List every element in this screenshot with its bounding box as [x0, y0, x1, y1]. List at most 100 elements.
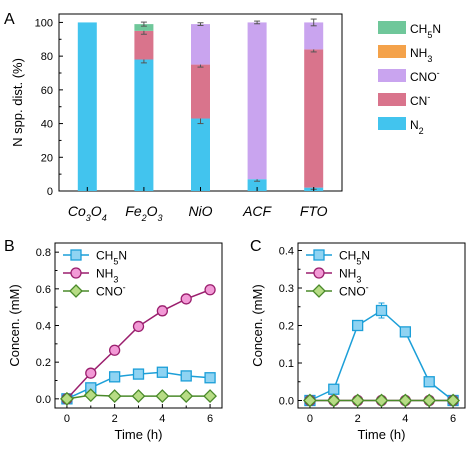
x-axis-label: Time (h): [358, 427, 406, 442]
y-tick-label-a: 20: [41, 152, 53, 164]
bar-segment-a: [247, 179, 267, 191]
bar-segment-a: [304, 49, 324, 188]
bar-segment-a: [134, 59, 154, 192]
legend-label: NH3: [339, 267, 361, 285]
data-point: [108, 371, 121, 383]
data-point: [423, 376, 435, 388]
bar-segment-a: [247, 22, 267, 180]
legend-label: CH5N: [339, 249, 370, 267]
data-point: [446, 393, 460, 408]
x-tick-label: 4: [159, 413, 165, 425]
data-point: [179, 389, 194, 404]
data-point: [85, 367, 97, 379]
legend-label-a: N2: [410, 118, 424, 136]
data-point: [374, 393, 389, 408]
y-tick-label-a: 100: [35, 17, 53, 29]
data-point: [107, 389, 122, 404]
data-point: [132, 368, 145, 380]
data-point: [180, 370, 192, 382]
data-point: [83, 388, 98, 403]
y-tick-label: 0.4: [36, 321, 51, 333]
legend-swatch-a: [378, 45, 406, 58]
data-point: [108, 344, 121, 356]
x-tick-label: 6: [450, 413, 456, 425]
panel-letter-c: C: [250, 238, 262, 255]
data-point: [399, 326, 412, 338]
bar-segment-a: [77, 22, 97, 191]
data-point: [350, 393, 365, 408]
x-tick-label: 0: [64, 413, 70, 425]
panel-letter-a: A: [4, 11, 15, 28]
chart-c-group: 0 2 4 6 0.0 0.1 0.2 0.3 0.4 Time (h) Concen. (mM) C…: [250, 242, 466, 442]
data-point: [156, 366, 169, 378]
data-point: [204, 284, 216, 296]
x-tick-label: 6: [207, 413, 213, 425]
y-tick-label: 0.4: [279, 246, 294, 258]
y-tick-label: 0.1: [279, 358, 294, 370]
legend-label: CH5N: [96, 249, 127, 267]
y-tick-label: 0.2: [279, 321, 294, 333]
y-axis-label-a: N spp. dist. (%): [10, 58, 25, 147]
data-point: [375, 304, 388, 317]
category-label-a: ACF: [242, 203, 272, 219]
category-label-a: NiO: [188, 203, 212, 219]
data-point: [326, 393, 341, 408]
data-point: [398, 393, 413, 408]
bar-segment-a: [191, 118, 210, 191]
y-tick-label: 0.3: [279, 283, 294, 295]
legend-label-a: CN-: [410, 92, 430, 108]
panel-letter-b: B: [4, 238, 15, 255]
y-tick-label-a: 40: [41, 119, 53, 131]
chart-a-group: Co3O4 Fe2O3 NiO ACF FTO 0 20 40 60 80 100 N spp. di…: [10, 13, 441, 223]
bar-segment-a: [191, 24, 210, 65]
category-label-a: Fe2O3: [125, 203, 162, 223]
legend-swatch-a: [378, 117, 406, 130]
y-tick-label: 0.8: [36, 247, 51, 259]
bar-segment-a: [304, 22, 324, 50]
y-axis-label: Concen. (mM): [7, 284, 22, 366]
data-point: [180, 293, 192, 305]
data-point: [328, 383, 340, 395]
plot-frame: [297, 242, 466, 409]
legend-label: NH3: [96, 267, 118, 285]
x-tick-label: 4: [402, 413, 408, 425]
x-tick-label: 2: [112, 413, 118, 425]
data-point: [203, 389, 217, 404]
bar-segment-a: [134, 24, 154, 31]
x-tick-label: 0: [307, 413, 313, 425]
legend-label-a: NH3: [410, 46, 432, 64]
data-point: [156, 305, 169, 317]
legend-marker: [312, 284, 326, 298]
legend-marker: [69, 284, 83, 298]
legend-label: CNO-: [96, 283, 126, 299]
data-point: [351, 319, 364, 332]
data-point: [204, 372, 216, 384]
legend-marker: [70, 249, 82, 261]
legend-marker: [313, 267, 325, 279]
y-tick-label-a: 80: [41, 51, 53, 63]
data-point: [422, 393, 437, 408]
data-point: [303, 393, 317, 408]
y-tick-label-a: 60: [41, 85, 53, 97]
x-axis-label: Time (h): [115, 427, 163, 442]
y-tick-label-a: 0: [47, 186, 53, 198]
x-tick-label: 2: [355, 413, 361, 425]
legend-swatch-a: [378, 21, 406, 34]
y-axis-label: Concen. (mM): [250, 284, 265, 366]
bar-segment-a: [134, 30, 154, 60]
legend-marker: [70, 267, 82, 279]
legend-label-a: CH5N: [410, 22, 441, 40]
y-tick-label: 0.0: [279, 396, 294, 408]
data-point: [131, 389, 146, 404]
y-tick-label: 0.6: [36, 284, 51, 296]
category-label-a: Co3O4: [68, 203, 107, 223]
legend-swatch-a: [378, 69, 406, 82]
data-point: [155, 389, 170, 404]
legend-label-a: CNO-: [410, 68, 440, 84]
category-label-a: FTO: [300, 203, 328, 219]
bar-segment-a: [191, 64, 210, 119]
legend-swatch-a: [378, 93, 406, 106]
data-point: [132, 320, 145, 333]
chart-b-group: 0 2 4 6 0.0 0.2 0.4 0.6 0.8 Time (h) Concen. (mM) C…: [7, 242, 223, 442]
